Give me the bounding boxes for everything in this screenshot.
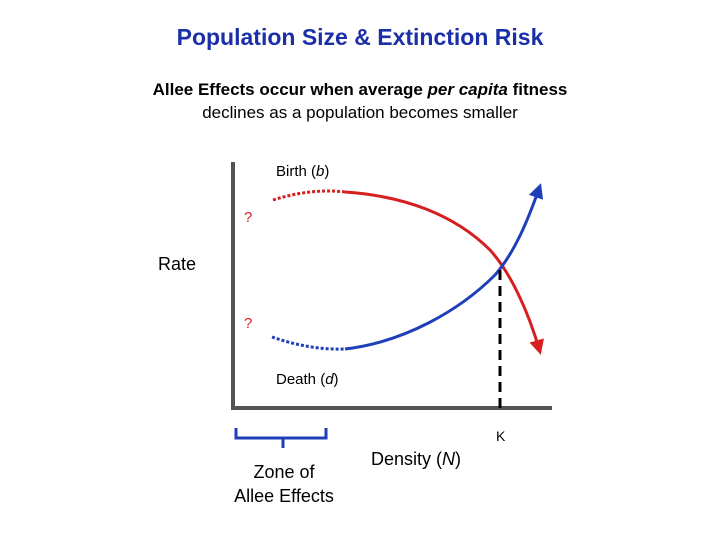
subtitle-emphasis: per capita <box>427 80 508 99</box>
death-label: Death (d) <box>276 371 339 388</box>
x-axis-label-pre: Density ( <box>371 449 442 469</box>
zone-label-line-2: Allee Effects <box>234 486 334 506</box>
birth-label-post: ) <box>324 163 329 180</box>
death-label-var: d <box>325 371 334 388</box>
subtitle-line-1-post: fitness <box>507 80 568 99</box>
x-axis-label: Density (N) <box>371 449 461 469</box>
x-axis-label-var: N <box>442 449 456 469</box>
subtitle-line-1: Allee Effects occur when average per cap… <box>0 78 720 101</box>
y-axis-label: Rate <box>158 254 196 274</box>
page-title: Population Size & Extinction Risk <box>176 24 544 50</box>
birth-label-pre: Birth ( <box>276 163 316 180</box>
birth-curve <box>344 190 544 355</box>
death-curve-dotted <box>271 335 346 351</box>
death-curve <box>344 183 544 351</box>
subtitle-line-1-pre: Allee Effects occur when average <box>152 80 428 99</box>
allee-zone-bracket <box>234 428 328 448</box>
birth-label-var: b <box>316 163 324 180</box>
subtitle: Allee Effects occur when average per cap… <box>0 78 720 124</box>
death-label-pre: Death ( <box>276 371 325 388</box>
subtitle-line-2: declines as a population becomes smaller <box>202 103 518 122</box>
birth-unknown-marker: ? <box>244 209 252 226</box>
x-axis-label-post: ) <box>455 449 461 469</box>
death-unknown-marker: ? <box>244 315 252 332</box>
zone-label-line-1: Zone of <box>253 462 315 482</box>
death-label-post: ) <box>334 371 339 388</box>
k-label: K <box>496 428 506 444</box>
birth-curve-dotted <box>272 189 346 202</box>
birth-label: Birth (b) <box>276 163 329 180</box>
